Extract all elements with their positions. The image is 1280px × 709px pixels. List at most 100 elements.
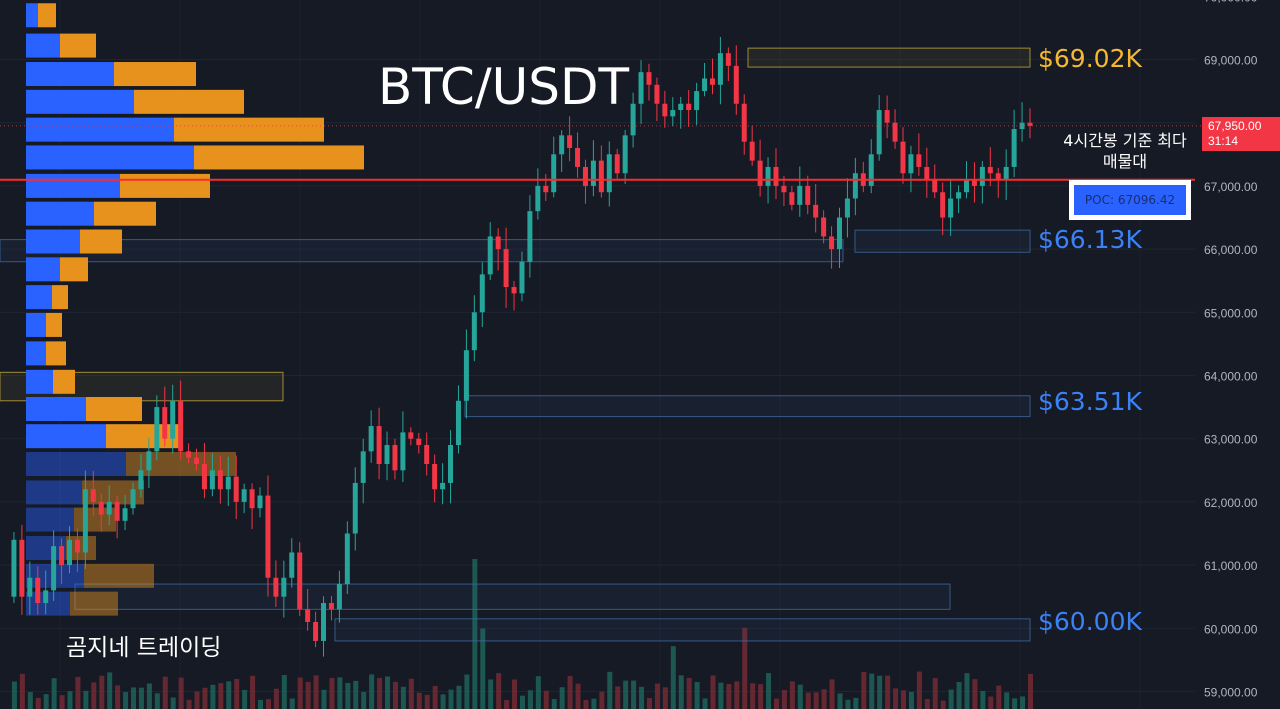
candle-body — [471, 312, 477, 351]
volume-bar — [210, 684, 216, 709]
candle-body — [741, 103, 747, 142]
volume-bar — [718, 682, 724, 709]
volume-bar — [123, 692, 129, 709]
volume-bar — [551, 699, 557, 709]
vp-sell-bar — [106, 424, 182, 449]
volume-bar — [900, 690, 906, 709]
candle-body — [98, 501, 104, 515]
candle-body — [868, 154, 874, 186]
candle-body — [273, 577, 279, 597]
volume-bar — [345, 682, 351, 709]
volume-bar — [250, 675, 256, 709]
vp-buy-bar — [26, 369, 53, 394]
candle-body — [519, 261, 525, 294]
price-zone — [334, 618, 1031, 642]
candle-body — [590, 160, 596, 186]
vp-buy-bar — [26, 396, 86, 421]
volume-bar — [59, 695, 65, 709]
volume-bar — [893, 688, 899, 709]
vp-sell-bar — [53, 369, 75, 394]
vp-sell-bar — [52, 285, 68, 310]
candle-body — [503, 249, 509, 288]
volume-bar — [631, 680, 637, 709]
candle-body — [686, 103, 692, 111]
volume-bar — [916, 671, 922, 709]
volume-bar — [972, 679, 978, 709]
volume-bar — [797, 684, 803, 709]
volume-bar — [353, 680, 359, 709]
candle-body — [916, 154, 922, 167]
candle-body — [368, 426, 374, 452]
candle-body — [344, 533, 350, 585]
volume-bar — [686, 677, 692, 709]
candle-body — [265, 495, 271, 578]
volume-bar — [821, 689, 827, 709]
candle-body — [765, 166, 771, 186]
candle-body — [789, 192, 795, 205]
price-zone — [747, 47, 1031, 68]
candle-body — [59, 546, 65, 566]
candle-body — [844, 198, 850, 218]
volume-bar — [773, 698, 779, 709]
vp-buy-bar — [26, 424, 106, 449]
volume-bar — [766, 673, 772, 709]
last-price-tag: 67,950.00 31:14 — [1202, 117, 1280, 151]
poc-label-box: POC: 67096.42 — [1069, 180, 1191, 220]
candle-body — [328, 603, 334, 610]
candle-body — [154, 407, 160, 452]
volume-bar — [781, 689, 787, 709]
volume-bar — [654, 683, 660, 709]
candle-body — [852, 173, 858, 199]
candle-body — [241, 489, 247, 502]
volume-bar — [131, 687, 137, 709]
volume-bar — [996, 685, 1002, 709]
level-label-60k: $60.00K — [1038, 607, 1142, 636]
vp-sell-bar — [194, 145, 364, 170]
volume-bar — [281, 675, 287, 709]
candle-body — [582, 166, 588, 186]
volume-bar — [670, 646, 676, 709]
volume-bar — [416, 692, 422, 709]
volume-bar — [107, 672, 113, 709]
volume-bar — [519, 695, 525, 709]
vp-sell-bar — [60, 33, 96, 58]
volume-bar — [702, 698, 708, 709]
volume-bar — [234, 678, 240, 709]
volume-bar — [694, 682, 700, 709]
y-tick-label: 60,000.00 — [1204, 622, 1258, 636]
candle-body — [749, 141, 755, 161]
candle-body — [90, 489, 96, 502]
candle-body — [527, 211, 533, 262]
volume-bar — [845, 699, 851, 709]
candle-body — [178, 400, 184, 452]
candle-body — [948, 198, 954, 218]
candle-body — [892, 122, 898, 142]
volume-bar — [464, 674, 470, 709]
candle-body — [43, 590, 49, 604]
brand-label: 곰지네 트레이딩 — [66, 635, 222, 661]
price-zone — [74, 583, 951, 610]
candle-body — [932, 179, 938, 193]
volume-bar — [1028, 673, 1033, 709]
candle-body — [567, 135, 573, 148]
candle-body — [805, 185, 811, 205]
vp-buy-bar — [26, 145, 194, 170]
volume-bar — [27, 692, 33, 709]
candle-body — [201, 463, 207, 490]
candle-body — [233, 476, 239, 502]
candle-body — [257, 495, 263, 509]
poc-label: POC: 67096.42 — [1074, 185, 1186, 215]
volume-bar — [948, 689, 954, 709]
vp-buy-bar — [26, 201, 94, 226]
candle-body — [702, 78, 708, 92]
candle-body — [146, 451, 152, 471]
candle-body — [670, 110, 676, 117]
volume-bar — [813, 692, 819, 709]
volume-bar — [527, 690, 533, 709]
candle-body — [757, 160, 763, 186]
volume-bar — [305, 681, 311, 709]
y-tick-label: 65,000.00 — [1204, 306, 1258, 320]
candle-body — [535, 185, 541, 212]
candle-body — [797, 185, 803, 205]
